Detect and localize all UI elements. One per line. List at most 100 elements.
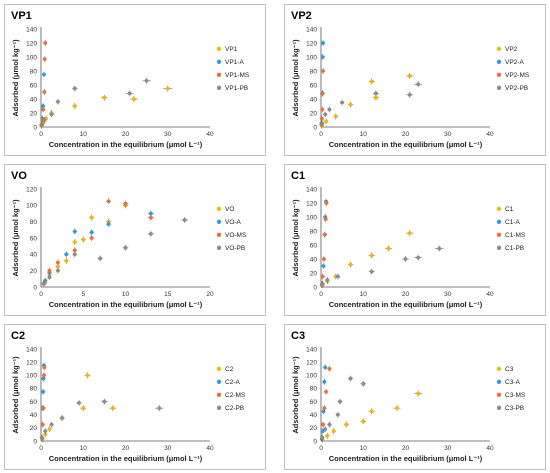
legend-marker bbox=[496, 245, 502, 250]
data-point bbox=[98, 256, 103, 261]
data-point bbox=[56, 268, 60, 273]
x-tick-label: 0 bbox=[319, 131, 323, 138]
data-point bbox=[320, 107, 325, 112]
x-tick-label: 20 bbox=[402, 131, 410, 138]
data-point bbox=[56, 264, 60, 269]
data-point bbox=[148, 215, 153, 220]
data-point bbox=[41, 104, 46, 108]
y-axis-label: Adsorbed (μmol kg⁻¹) bbox=[291, 39, 300, 117]
legend-label: VP2 bbox=[505, 46, 518, 53]
x-tick-label: 20 bbox=[122, 131, 130, 138]
y-tick-label: 140 bbox=[306, 186, 317, 193]
y-tick-label: 0 bbox=[313, 284, 317, 291]
x-tick-label: 0 bbox=[39, 291, 43, 298]
data-point bbox=[43, 429, 48, 434]
data-point bbox=[42, 72, 46, 77]
legend-marker bbox=[216, 392, 222, 397]
data-point bbox=[320, 435, 325, 440]
y-tick-label: 120 bbox=[26, 40, 37, 47]
legend-marker bbox=[216, 46, 222, 51]
data-point bbox=[47, 427, 52, 432]
chart-title: VP2 bbox=[291, 10, 312, 22]
data-point bbox=[321, 422, 326, 427]
x-tick-label: 20 bbox=[402, 291, 410, 298]
data-point bbox=[165, 86, 170, 91]
data-point bbox=[89, 236, 94, 240]
data-point bbox=[41, 389, 46, 394]
data-point bbox=[49, 112, 54, 117]
x-axis-label: Concentration in the equilibrium (μmol L… bbox=[329, 300, 483, 309]
y-tick-label: 140 bbox=[306, 26, 317, 33]
data-point bbox=[344, 422, 349, 427]
y-tick-label: 40 bbox=[30, 252, 38, 259]
data-point bbox=[42, 373, 46, 378]
data-point bbox=[324, 119, 328, 124]
y-axis-label: Adsorbed (μmol kg⁻¹) bbox=[11, 356, 20, 434]
legend-label: C3-PB bbox=[505, 405, 524, 412]
data-point bbox=[42, 365, 47, 370]
data-point bbox=[106, 199, 111, 204]
y-tick-label: 0 bbox=[313, 124, 317, 131]
data-point bbox=[407, 74, 412, 78]
data-point bbox=[348, 262, 353, 267]
data-point bbox=[41, 281, 46, 286]
data-point bbox=[320, 121, 325, 126]
legend-marker bbox=[496, 59, 502, 64]
data-point bbox=[110, 406, 115, 411]
data-point bbox=[407, 231, 412, 235]
data-point bbox=[72, 240, 77, 244]
y-tick-label: 40 bbox=[310, 256, 318, 263]
x-tick-label: 40 bbox=[486, 131, 494, 138]
x-tick-label: 30 bbox=[444, 291, 452, 298]
y-tick-label: 60 bbox=[30, 399, 38, 406]
data-point bbox=[322, 257, 326, 261]
x-tick-label: 40 bbox=[206, 445, 214, 452]
data-point bbox=[123, 201, 128, 206]
legend-marker bbox=[496, 405, 502, 410]
y-tick-label: 80 bbox=[310, 68, 318, 75]
data-point bbox=[42, 57, 47, 61]
data-point bbox=[369, 79, 374, 84]
legend-label: VO-MS bbox=[225, 232, 247, 239]
data-point bbox=[348, 376, 353, 381]
chart-title: VP1 bbox=[11, 10, 32, 22]
legend-marker bbox=[216, 219, 222, 224]
legend-marker bbox=[496, 232, 502, 237]
y-tick-label: 100 bbox=[306, 54, 317, 61]
x-tick-label: 30 bbox=[164, 445, 172, 452]
data-point bbox=[43, 432, 48, 437]
data-point bbox=[331, 429, 336, 434]
data-point bbox=[144, 78, 149, 83]
data-point bbox=[182, 218, 187, 222]
x-tick-label: 0 bbox=[39, 445, 43, 452]
legend-label: VP2-PB bbox=[505, 85, 528, 92]
data-point bbox=[72, 229, 77, 234]
data-point bbox=[49, 422, 54, 427]
x-tick-label: 10 bbox=[80, 445, 88, 452]
legend-label: VO-PB bbox=[225, 245, 245, 252]
data-point bbox=[395, 406, 399, 411]
x-axis-label: Concentration in the equilibrium (μmol L… bbox=[329, 140, 483, 149]
data-point bbox=[320, 274, 325, 279]
y-tick-label: 20 bbox=[310, 425, 318, 432]
x-tick-label: 10 bbox=[360, 291, 368, 298]
y-tick-label: 0 bbox=[33, 438, 37, 445]
x-tick-label: 40 bbox=[486, 291, 494, 298]
data-point bbox=[369, 409, 374, 414]
data-point bbox=[416, 391, 421, 396]
data-point bbox=[132, 97, 136, 101]
x-tick-label: 40 bbox=[206, 131, 214, 138]
y-axis-label: Adsorbed (μmol kg⁻¹) bbox=[11, 39, 20, 117]
y-tick-label: 20 bbox=[310, 270, 318, 277]
legend-label: C3-MS bbox=[505, 392, 526, 399]
data-point bbox=[81, 237, 86, 242]
data-point bbox=[56, 99, 60, 104]
chart-panel-c3: C3 0 20 40 60 80 100 120 140 0 10 20 30 40 Concentrati… bbox=[284, 324, 546, 470]
x-tick-label: 20 bbox=[206, 291, 214, 298]
legend-label: C3-A bbox=[505, 379, 520, 386]
data-point bbox=[157, 406, 162, 411]
y-tick-label: 20 bbox=[30, 268, 38, 275]
